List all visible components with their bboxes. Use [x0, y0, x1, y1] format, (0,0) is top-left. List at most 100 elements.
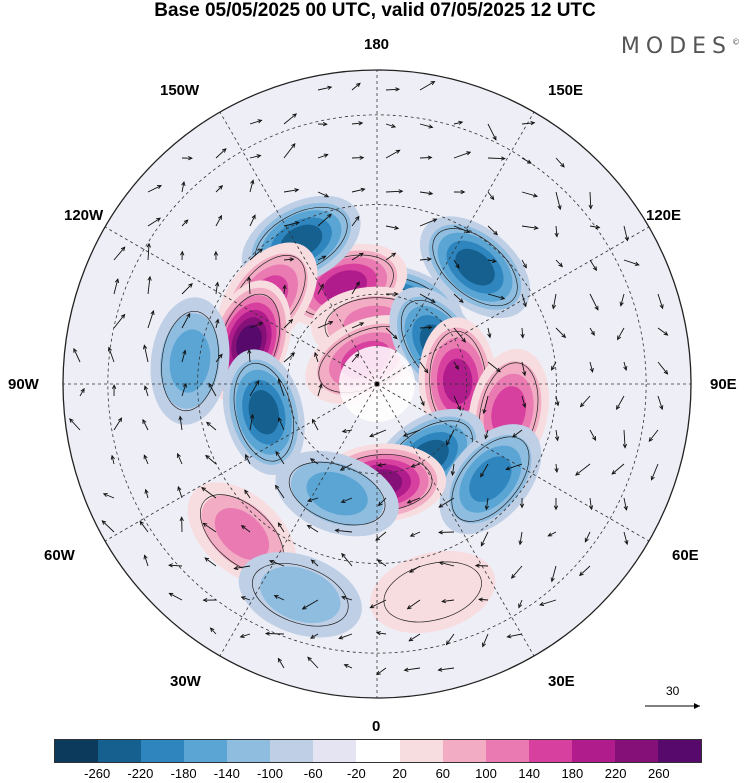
wind-arrow [409, 565, 421, 573]
wind-arrow-head [209, 627, 215, 633]
colorbar-tick-label: -20 [346, 766, 366, 781]
wind-arrow [407, 599, 421, 610]
wind-arrow-head [355, 215, 360, 221]
wind-arrow [407, 497, 421, 504]
wind-arrow [249, 155, 261, 159]
anomaly-neg-8 [419, 216, 531, 319]
wind-arrow-head [438, 530, 443, 535]
wind-arrow-head [410, 463, 416, 468]
wind-arrow-head [101, 520, 107, 525]
wind-arrow [385, 252, 396, 261]
wind-arrow-head [624, 540, 629, 546]
wind-arrow [487, 361, 501, 372]
wind-arrow [521, 327, 524, 338]
wind-arrow [453, 225, 470, 233]
wind-arrow-head [648, 437, 654, 442]
wind-arrow-head [321, 255, 327, 260]
wind-arrow-head [391, 123, 397, 128]
wind-arrow-head [551, 365, 556, 371]
wind-arrow [113, 417, 122, 431]
wind-arrow-head [206, 421, 211, 427]
wind-arrow-head [142, 418, 147, 424]
wind-arrow [484, 429, 489, 439]
wind-arrow-head [519, 503, 525, 509]
wind-arrow-head [221, 148, 227, 153]
wind-arrow [589, 259, 597, 271]
wind-arrow-head [358, 121, 364, 126]
wind-arrow-head [611, 470, 617, 475]
wind-arrow-head [114, 278, 120, 284]
wind-arrow-head [375, 536, 380, 541]
wind-arrow [351, 252, 364, 261]
wind-arrow-head [550, 577, 555, 583]
wind-arrow [317, 191, 329, 198]
anomaly-neg-18 [275, 450, 399, 537]
wind-arrow-head [218, 185, 224, 190]
colorbar-swatch [184, 740, 228, 762]
anomaly-neg-13 [439, 424, 542, 535]
wind-arrow [419, 395, 425, 406]
wind-arrow-head [518, 540, 523, 546]
wind-arrow-head [355, 82, 361, 88]
wind-arrow [244, 489, 251, 499]
wind-arrow [411, 463, 421, 468]
colorbar-swatch [227, 740, 271, 762]
wind-arrow-head [314, 351, 319, 357]
wind-arrow [144, 555, 149, 567]
wind-arrow [215, 319, 219, 329]
wind-arrow-head [218, 353, 223, 359]
wind-arrow-head [427, 155, 433, 160]
wind-vector-layer [69, 81, 669, 676]
wind-arrow [283, 352, 295, 363]
wind-arrow [555, 157, 565, 168]
wind-arrow-head [328, 321, 334, 326]
wind-arrow [521, 361, 526, 376]
wind-arrow-head [458, 120, 464, 125]
wind-arrow [351, 122, 363, 125]
wind-arrow-head [465, 228, 471, 233]
wind-arrow-head [428, 124, 434, 129]
height-contour-line [251, 563, 349, 627]
wind-arrow [283, 285, 286, 295]
wind-arrow [375, 531, 387, 541]
wind-arrow-head [278, 416, 282, 422]
wind-arrow-head [334, 528, 340, 533]
wind-arrow [487, 191, 495, 200]
wind-arrow-head [188, 283, 193, 288]
wind-arrow-head [213, 250, 219, 256]
wind-arrow-head [579, 402, 585, 408]
wind-arrow [111, 455, 115, 465]
wind-arrow [589, 497, 592, 510]
wind-arrow [385, 123, 396, 128]
wind-arrow-head [590, 330, 595, 336]
wind-arrow-head [257, 119, 263, 124]
wind-arrow [453, 361, 459, 370]
wind-arrow [277, 658, 285, 669]
wind-arrow-head [376, 670, 381, 676]
colorbar-swatch [399, 740, 443, 762]
colorbar-tick-label: 220 [604, 766, 627, 781]
wind-arrow [483, 395, 489, 414]
wind-arrow-head [493, 230, 499, 236]
wind-arrow-head [188, 155, 193, 161]
wind-arrow [302, 599, 319, 610]
wind-arrow [179, 416, 183, 431]
wind-arrow-head [553, 505, 559, 511]
wind-arrow-head [454, 365, 459, 370]
wind-arrow [341, 553, 353, 567]
wind-arrow [73, 348, 81, 363]
colorbar-swatch [98, 740, 142, 762]
wind-arrow [275, 485, 285, 499]
wind-arrow [410, 531, 421, 537]
wind-arrow [512, 429, 523, 438]
wind-arrow-head [310, 634, 315, 639]
wind-arrow-head [622, 443, 628, 449]
wind-arrow [249, 248, 263, 261]
wind-arrow [408, 633, 421, 642]
wind-arrow-head [588, 505, 594, 511]
wind-arrow [181, 181, 185, 193]
wind-arrow [438, 497, 455, 508]
wind-arrow-head [294, 188, 300, 193]
colorbar-swatch [528, 740, 572, 762]
wind-arrow-head [339, 466, 345, 471]
